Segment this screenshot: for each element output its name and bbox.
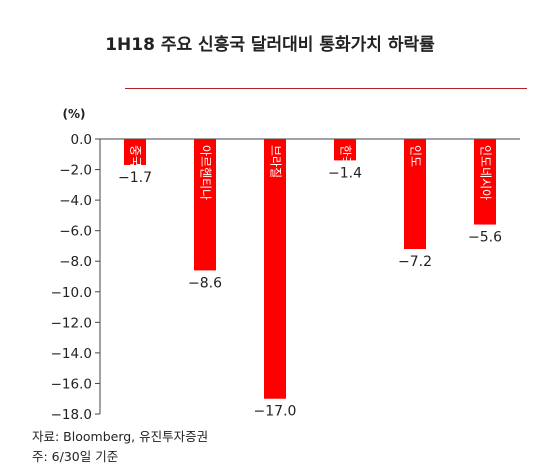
chart-title: 1H18 주요 신흥국 달러대비 통화가치 하락률 <box>105 35 435 55</box>
bar-5 <box>404 139 426 249</box>
y-unit-label: (%) <box>63 107 86 121</box>
category-label: 한국 <box>339 145 353 167</box>
y-tick-label: −12.0 <box>51 315 92 331</box>
bar-6 <box>474 139 496 225</box>
y-tick-label: −8.0 <box>59 254 92 270</box>
category-label: 아르헨티나 <box>199 145 213 200</box>
y-tick-label: −4.0 <box>59 193 92 209</box>
value-label: −1.7 <box>118 170 152 186</box>
y-tick-label: −16.0 <box>51 376 92 392</box>
value-label: −17.0 <box>254 404 297 420</box>
category-label: 인도 <box>409 145 423 167</box>
bar-4 <box>334 139 356 161</box>
value-label: −7.2 <box>398 254 432 270</box>
bar-2 <box>194 139 216 271</box>
source-note: 자료: Bloomberg, 유진투자증권 <box>32 429 209 444</box>
bar-3 <box>264 139 286 399</box>
y-tick-label: 0.0 <box>71 132 92 148</box>
category-label: 브라질 <box>269 145 283 178</box>
y-tick-label: −10.0 <box>51 285 92 301</box>
chart-notes: 자료: Bloomberg, 유진투자증권 주: 6/30일 기준 <box>32 427 208 467</box>
value-label: −8.6 <box>188 275 222 291</box>
title-underline <box>125 88 527 89</box>
y-tick-label: −6.0 <box>59 224 92 240</box>
y-tick-label: −2.0 <box>59 163 92 179</box>
bar-1 <box>124 139 146 165</box>
y-tick-label: −18.0 <box>51 407 92 423</box>
y-tick-label: −14.0 <box>51 346 92 362</box>
value-label: −1.4 <box>328 165 362 181</box>
value-label: −5.6 <box>468 230 502 246</box>
category-label: 중국 <box>129 145 143 167</box>
category-label: 인도네시아 <box>479 145 493 200</box>
date-note: 주: 6/30일 기준 <box>32 449 119 464</box>
